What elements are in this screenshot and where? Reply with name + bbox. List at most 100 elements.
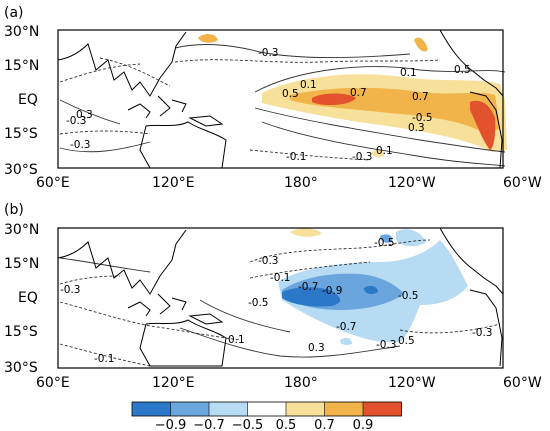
colorbar-labels: −0.9 −0.7 −0.5 0.5 0.7 0.9 bbox=[155, 418, 374, 431]
panel-a-contour-label: -0.1 bbox=[286, 151, 307, 163]
panel-a-asia-coast bbox=[57, 31, 187, 97]
panel-b-cool-light-small bbox=[340, 337, 352, 345]
panel-b-label: (b) bbox=[4, 202, 24, 218]
colorbar-label: 0.5 bbox=[276, 418, 297, 431]
panel-b-lon-tick: 120°E bbox=[152, 375, 195, 391]
panel-b-lat-tick: EQ bbox=[18, 290, 38, 306]
panel-b-contour-label: -0.3 bbox=[376, 339, 397, 351]
panel-b-contour-label: -0.5 bbox=[248, 297, 269, 309]
panel-a-contour-label: 0.5 bbox=[282, 88, 299, 100]
panel-a-contour-solid bbox=[59, 99, 121, 125]
panel-a: (a) bbox=[4, 5, 542, 191]
panel-b-cool-light-north bbox=[396, 229, 426, 247]
colorbar: −0.9 −0.7 −0.5 0.5 0.7 0.9 bbox=[131, 401, 402, 431]
panel-b-lon-tick: 120°W bbox=[388, 375, 436, 391]
panel-b-contour-dashed bbox=[59, 275, 121, 285]
panel-a-americas-coast bbox=[439, 29, 504, 169]
panel-a-contour-label: -0.3 bbox=[70, 139, 91, 151]
colorbar-swatches bbox=[132, 402, 402, 416]
panel-b-asia-coast bbox=[57, 229, 187, 295]
colorbar-label: −0.5 bbox=[232, 418, 264, 431]
panel-a-shading bbox=[198, 34, 507, 157]
panel-a-warm-small-patch bbox=[372, 149, 385, 157]
panel-a-lat-tick: 15°N bbox=[4, 58, 39, 74]
panel-b-contour-label: -0.3 bbox=[60, 284, 81, 296]
panel-b-lat-ticks: 30°N 15°N EQ 15°S 30°S bbox=[4, 222, 39, 376]
panel-a-contour-label: 0.1 bbox=[376, 145, 393, 157]
panel-a-contour-label: 0.3 bbox=[76, 109, 93, 121]
panel-a-contour-label: 0.1 bbox=[400, 67, 417, 79]
panel-a-contour-solid bbox=[174, 44, 411, 58]
panel-b-contour-dashed bbox=[249, 239, 431, 263]
panel-a-warm-strong-west bbox=[312, 93, 356, 106]
panel-a-lat-tick: 30°N bbox=[4, 24, 39, 40]
colorbar-label: 0.7 bbox=[314, 418, 335, 431]
panel-b-contour-label: 0.3 bbox=[308, 342, 325, 354]
panel-b-lon-tick: 180° bbox=[284, 375, 318, 391]
panel-a-contour-dashed bbox=[59, 130, 151, 135]
panel-a-contour-label: 0.7 bbox=[350, 87, 367, 99]
panel-b-contour-label: -0.7 bbox=[298, 281, 319, 293]
panel-b-contour-label: -0.1 bbox=[270, 272, 291, 284]
panel-a-lat-tick: EQ bbox=[18, 92, 38, 108]
panel-b-contour-label: -0.7 bbox=[336, 321, 357, 333]
panel-b-cool-mid-patch bbox=[380, 234, 393, 243]
panel-a-lon-tick: 120°E bbox=[152, 175, 195, 191]
colorbar-swatch bbox=[132, 402, 171, 416]
panel-b-coastlines bbox=[57, 227, 504, 367]
panel-a-lon-ticks: 60°E 120°E 180° 120°W 60°W bbox=[36, 175, 542, 191]
colorbar-swatch bbox=[247, 402, 286, 416]
panel-b-contour-solid bbox=[199, 299, 291, 333]
panel-b-lon-ticks: 60°E 120°E 180° 120°W 60°W bbox=[36, 375, 542, 391]
panel-b-contour-label: -0.5 bbox=[398, 290, 419, 302]
panel-b-contour-dashed bbox=[249, 261, 371, 279]
panel-a-warm-strong-east bbox=[470, 100, 496, 150]
panel-b-contour-label: -0.3 bbox=[258, 255, 279, 267]
panel-b-shading bbox=[278, 228, 468, 345]
panel-a-contour-dashed bbox=[174, 59, 441, 63]
panel-a-frame bbox=[57, 29, 504, 169]
panel-b-contour-label: -0.9 bbox=[322, 285, 343, 297]
panel-a-contour-solid bbox=[254, 107, 506, 153]
panel-a-contour-label: -0.3 bbox=[258, 47, 279, 59]
panel-a-lon-tick: 120°W bbox=[388, 175, 436, 191]
panel-a-contour-label: -0.3 bbox=[66, 115, 87, 127]
panel-b-cool-strong-small bbox=[364, 285, 378, 295]
panel-a-contour-dashed bbox=[99, 57, 171, 87]
panel-a-lon-tick: 60°W bbox=[503, 175, 542, 191]
panel-a-contour-label: -0.3 bbox=[352, 151, 373, 163]
panel-a-contour-label: 0.5 bbox=[454, 64, 471, 76]
panel-a-warm-north-patch-1 bbox=[198, 34, 218, 43]
colorbar-swatch bbox=[324, 402, 363, 416]
panel-b-lon-tick: 60°E bbox=[36, 375, 70, 391]
panel-b-contour-label: -0.5 bbox=[374, 237, 395, 249]
panel-a-warm-north-patch-2 bbox=[414, 37, 428, 52]
colorbar-swatch bbox=[286, 402, 325, 416]
panel-b-contour-label: 0.5 bbox=[398, 335, 415, 347]
colorbar-swatch bbox=[209, 402, 248, 416]
panel-b-contour-dashed bbox=[59, 343, 151, 367]
colorbar-label: −0.7 bbox=[193, 418, 225, 431]
panel-a-contour-solid bbox=[254, 66, 506, 93]
panel-b-lat-tick: 15°N bbox=[4, 256, 39, 272]
panel-b-contour-labels: -0.5 -0.3 -0.1 -0.7 -0.9 -0.5 -0.5 -0.3 … bbox=[60, 237, 493, 365]
panel-a-coastlines bbox=[57, 29, 504, 169]
panel-a-label: (a) bbox=[4, 5, 24, 21]
panel-a-contours bbox=[59, 44, 506, 167]
panel-b-contours bbox=[59, 239, 501, 367]
colorbar-swatch bbox=[170, 402, 209, 416]
panel-b-americas-coast bbox=[439, 227, 504, 367]
panel-a-lat-ticks: 30°N 15°N EQ 15°S 30°S bbox=[4, 24, 39, 178]
colorbar-dividers bbox=[170, 402, 364, 416]
colorbar-label: 0.9 bbox=[353, 418, 374, 431]
panel-a-contour-dashed bbox=[59, 63, 141, 83]
panel-a-lon-tick: 180° bbox=[284, 175, 318, 191]
panel-b-contour-label: -0.3 bbox=[472, 327, 493, 339]
panel-b-contour-label: 0.1 bbox=[228, 334, 245, 346]
panel-b-contour-solid bbox=[179, 327, 401, 358]
panel-b-lon-tick: 60°W bbox=[503, 375, 542, 391]
panel-a-contour-dashed bbox=[249, 149, 371, 161]
panel-a-contour-solid bbox=[261, 121, 506, 167]
panel-b-lat-tick: 30°S bbox=[4, 360, 38, 376]
